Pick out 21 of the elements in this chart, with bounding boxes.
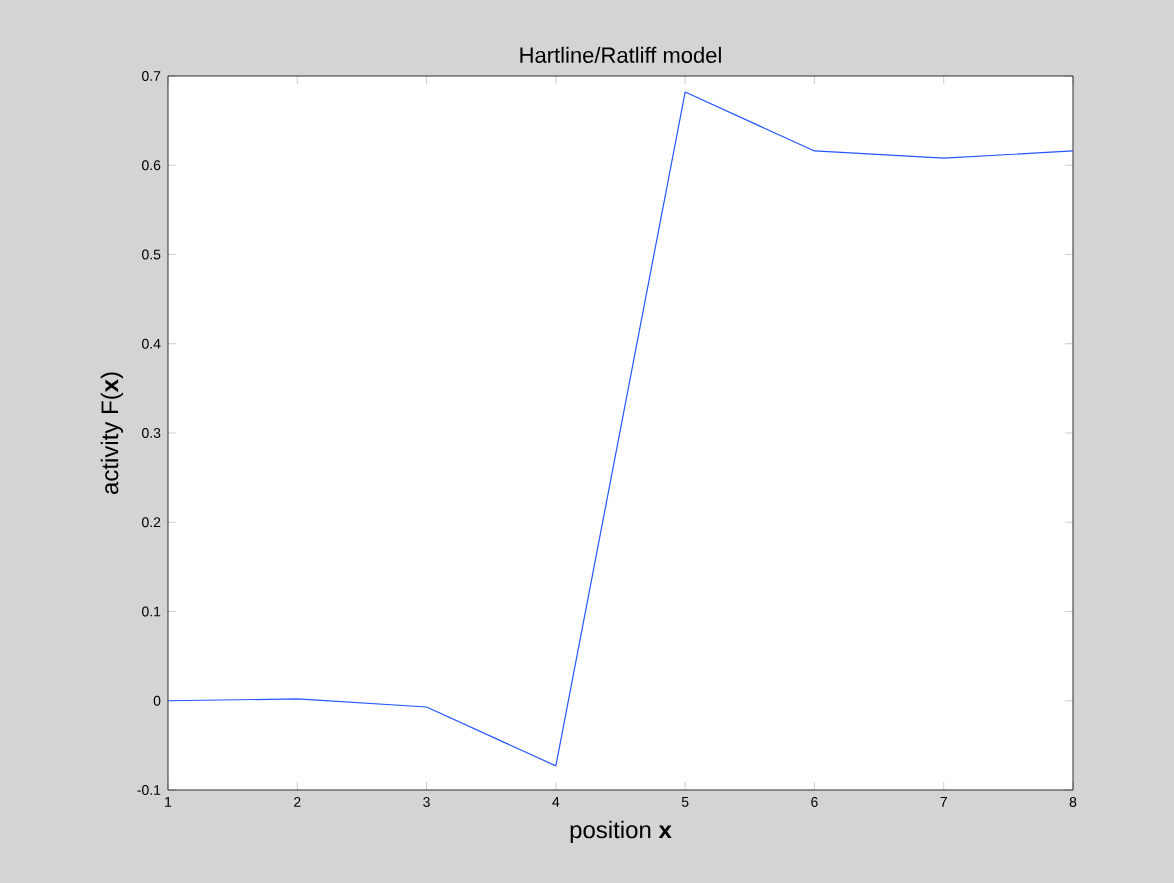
y-tick-label: 0.2	[142, 517, 161, 528]
x-axis-title: position x	[570, 820, 672, 844]
y-tick-label: 0.1	[142, 606, 161, 617]
chart-title: Hartline/Ratliff model	[520, 46, 721, 63]
x-tick-label: 1	[165, 797, 172, 807]
x-tick-label: 3	[423, 797, 430, 807]
x-tick-label: 2	[294, 797, 301, 807]
y-tick-label: 0	[153, 695, 161, 706]
y-tick-label: 0.5	[142, 249, 161, 260]
y-tick-label: 0.4	[142, 338, 161, 349]
y-tick-label: -0.1	[137, 785, 161, 795]
y-tick-label: 0.7	[142, 71, 161, 81]
x-tick-label: 7	[940, 797, 947, 807]
y-tick-label: 0.3	[142, 428, 161, 438]
x-tick-label: 8	[1069, 797, 1077, 807]
x-tick-label: 5	[681, 797, 689, 807]
y-axis-title: activity F(x)	[100, 372, 124, 494]
line-series	[168, 91, 1073, 767]
x-tick-label: 4	[552, 797, 560, 807]
x-tick-label: 6	[811, 797, 818, 807]
y-tick-label: 0.6	[142, 160, 161, 171]
